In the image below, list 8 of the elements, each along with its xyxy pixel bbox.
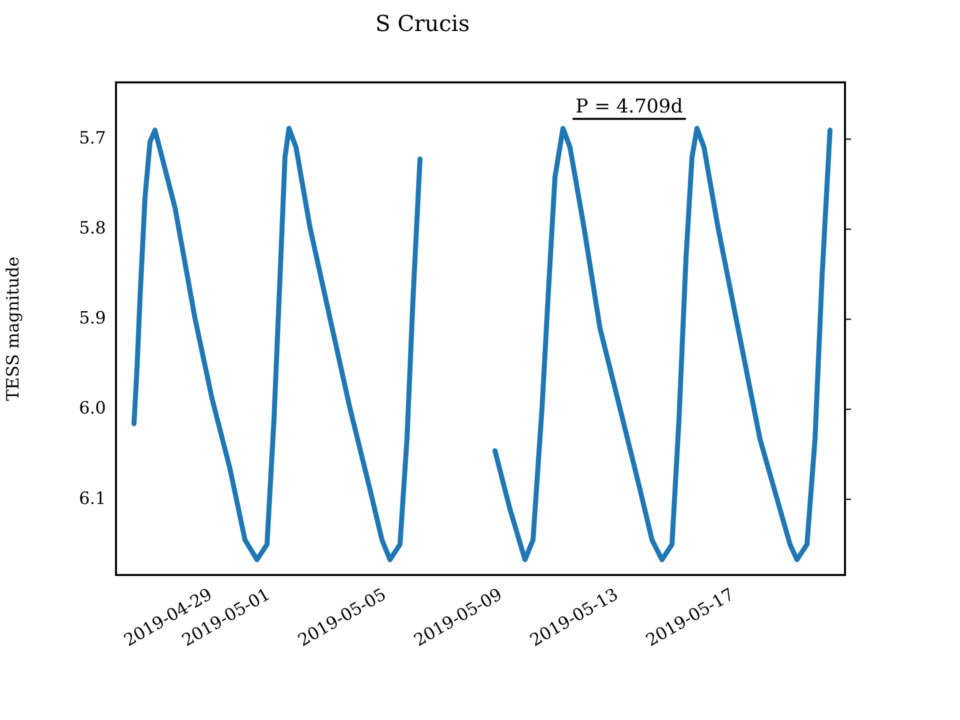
annotation: P = 4.709d (576, 95, 683, 118)
y-tick-label: 5.8 (78, 218, 106, 239)
y-tick-label: 5.7 (78, 128, 106, 149)
y-tick-label: 5.9 (78, 308, 106, 329)
chart-title: S Crucis (375, 12, 470, 37)
y-axis-title: TESS magnitude (4, 256, 24, 401)
y-tick-label: 6.0 (78, 398, 106, 419)
y-tick-label: 6.1 (78, 488, 106, 509)
